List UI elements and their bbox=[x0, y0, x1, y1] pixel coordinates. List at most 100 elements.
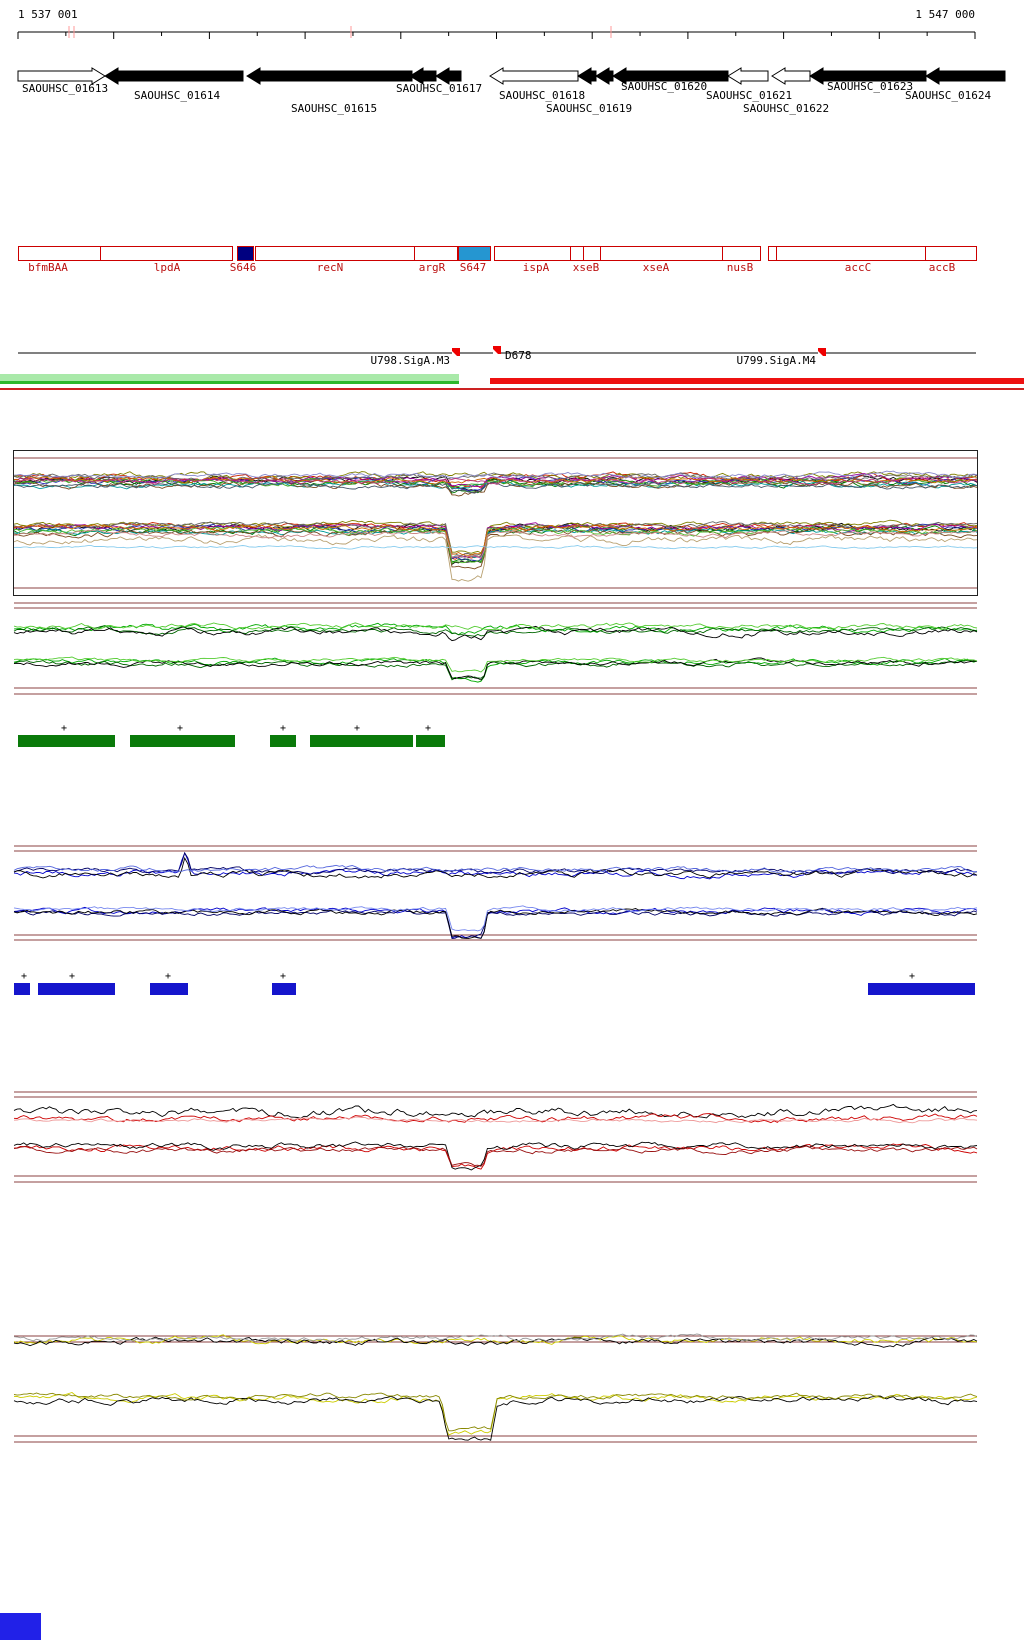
reverse-strand-line bbox=[0, 388, 1024, 390]
gene-label: SAOUHSC_01622 bbox=[743, 102, 829, 115]
gene-label: SAOUHSC_01620 bbox=[621, 80, 707, 93]
probe-bar[interactable] bbox=[272, 983, 296, 995]
feature-label: xseB bbox=[573, 261, 600, 274]
gene-arrow[interactable] bbox=[595, 67, 614, 85]
strand-plus-label: + bbox=[165, 971, 171, 982]
coverage-series bbox=[13, 1333, 978, 1343]
coverage-series bbox=[13, 528, 978, 559]
gene-label: SAOUHSC_01613 bbox=[22, 82, 108, 95]
gene-arrow[interactable] bbox=[435, 67, 462, 85]
gene-label: SAOUHSC_01624 bbox=[905, 89, 991, 102]
feature-box[interactable] bbox=[583, 246, 601, 261]
gene-arrow[interactable] bbox=[925, 67, 1006, 85]
feature-label: lpdA bbox=[154, 261, 181, 274]
probe-bar[interactable] bbox=[270, 735, 296, 747]
probe-bar[interactable] bbox=[150, 983, 188, 995]
feature-box[interactable] bbox=[458, 246, 491, 261]
bar-track-probes-green: + + + + + bbox=[18, 723, 445, 747]
strand-plus-label: + bbox=[909, 971, 915, 982]
forward-strand-line bbox=[0, 381, 459, 384]
feature-label: S647 bbox=[460, 261, 487, 274]
tss-label: U799.SigA.M4 bbox=[737, 354, 817, 367]
feature-label: accB bbox=[929, 261, 956, 274]
feature-box[interactable] bbox=[100, 246, 233, 261]
coverage-series bbox=[13, 1103, 978, 1119]
feature-box[interactable] bbox=[776, 246, 926, 261]
feature-label: ispA bbox=[523, 261, 550, 274]
coverage-series bbox=[13, 529, 978, 559]
coverage-series bbox=[13, 477, 978, 489]
coverage-series bbox=[13, 851, 978, 875]
feature-box[interactable] bbox=[237, 246, 254, 261]
coverage-series bbox=[13, 475, 978, 485]
gene-label: SAOUHSC_01617 bbox=[396, 82, 482, 95]
coverage-series bbox=[13, 657, 978, 681]
feature-label: bfmBAA bbox=[28, 261, 68, 274]
feature-box[interactable] bbox=[494, 246, 571, 261]
coverage-series bbox=[13, 1116, 978, 1124]
feature-box[interactable] bbox=[570, 246, 584, 261]
tss-flag-notch bbox=[818, 351, 823, 356]
coverage-series bbox=[13, 905, 978, 932]
coverage-series bbox=[13, 1141, 978, 1171]
strand-plus-label: + bbox=[280, 723, 286, 734]
tss-flag-icon[interactable] bbox=[493, 346, 501, 354]
annotation-track: bfmBAA lpdA S646 recN argR S647 ispA xseB xseA nu… bbox=[18, 246, 977, 274]
coverage-series bbox=[13, 470, 978, 479]
probe-bar[interactable] bbox=[310, 735, 413, 747]
gene-arrow[interactable] bbox=[727, 67, 769, 85]
coverage-series bbox=[13, 1334, 978, 1345]
reverse-strand-band bbox=[490, 378, 1024, 384]
gene-arrow[interactable] bbox=[246, 67, 413, 85]
coverage-series bbox=[13, 545, 978, 550]
gene-label: SAOUHSC_01621 bbox=[706, 89, 792, 102]
tss-flag-icon[interactable] bbox=[452, 348, 460, 356]
feature-box[interactable] bbox=[18, 246, 101, 261]
coverage-series bbox=[13, 659, 978, 681]
coverage-series bbox=[13, 1392, 978, 1432]
probe-bar[interactable] bbox=[18, 735, 115, 747]
probe-bar[interactable] bbox=[38, 983, 115, 995]
coverage-series bbox=[13, 472, 978, 482]
coverage-series bbox=[13, 625, 978, 642]
coverage-series bbox=[13, 656, 978, 673]
gene-label: SAOUHSC_01615 bbox=[291, 102, 377, 115]
coverage-series bbox=[13, 1395, 978, 1441]
probe-bar[interactable] bbox=[130, 735, 235, 747]
tss-track: U798.SigA.M3 D678 U799.SigA.M4 bbox=[18, 346, 976, 367]
gene-arrow[interactable] bbox=[577, 67, 597, 85]
strand-plus-label: + bbox=[280, 971, 286, 982]
tss-label: D678 bbox=[505, 349, 532, 362]
coverage-series bbox=[13, 622, 978, 636]
probe-bar[interactable] bbox=[868, 983, 975, 995]
coverage-series bbox=[13, 864, 978, 873]
coverage-series bbox=[13, 622, 978, 631]
feature-label: argR bbox=[419, 261, 446, 274]
feature-label: recN bbox=[317, 261, 344, 274]
strand-plus-label: + bbox=[69, 971, 75, 982]
gene-arrow[interactable] bbox=[17, 67, 106, 85]
feature-box[interactable] bbox=[255, 246, 415, 261]
feature-label: xseA bbox=[643, 261, 670, 274]
probe-bar[interactable] bbox=[416, 735, 445, 747]
feature-label: accC bbox=[845, 261, 872, 274]
feature-box[interactable] bbox=[925, 246, 977, 261]
gene-track: SAOUHSC_01613 SAOUHSC_01614 SAOUHSC_01615 S… bbox=[17, 67, 1006, 115]
tss-flag-notch bbox=[452, 351, 457, 356]
coverage-series bbox=[13, 625, 978, 637]
forward-strand-band bbox=[0, 374, 459, 381]
feature-box[interactable] bbox=[414, 246, 458, 261]
strand-plus-label: + bbox=[177, 723, 183, 734]
coordinate-ruler bbox=[17, 26, 976, 39]
probe-bar[interactable] bbox=[14, 983, 30, 995]
gene-arrow[interactable] bbox=[489, 67, 579, 85]
tss-flag-icon[interactable] bbox=[818, 348, 826, 356]
feature-box[interactable] bbox=[722, 246, 761, 261]
coverage-series bbox=[13, 909, 978, 939]
feature-box[interactable] bbox=[600, 246, 723, 261]
coverage-series bbox=[14, 526, 978, 564]
gene-arrow[interactable] bbox=[104, 67, 244, 85]
feature-box[interactable] bbox=[768, 246, 777, 261]
gene-arrow[interactable] bbox=[771, 67, 811, 85]
